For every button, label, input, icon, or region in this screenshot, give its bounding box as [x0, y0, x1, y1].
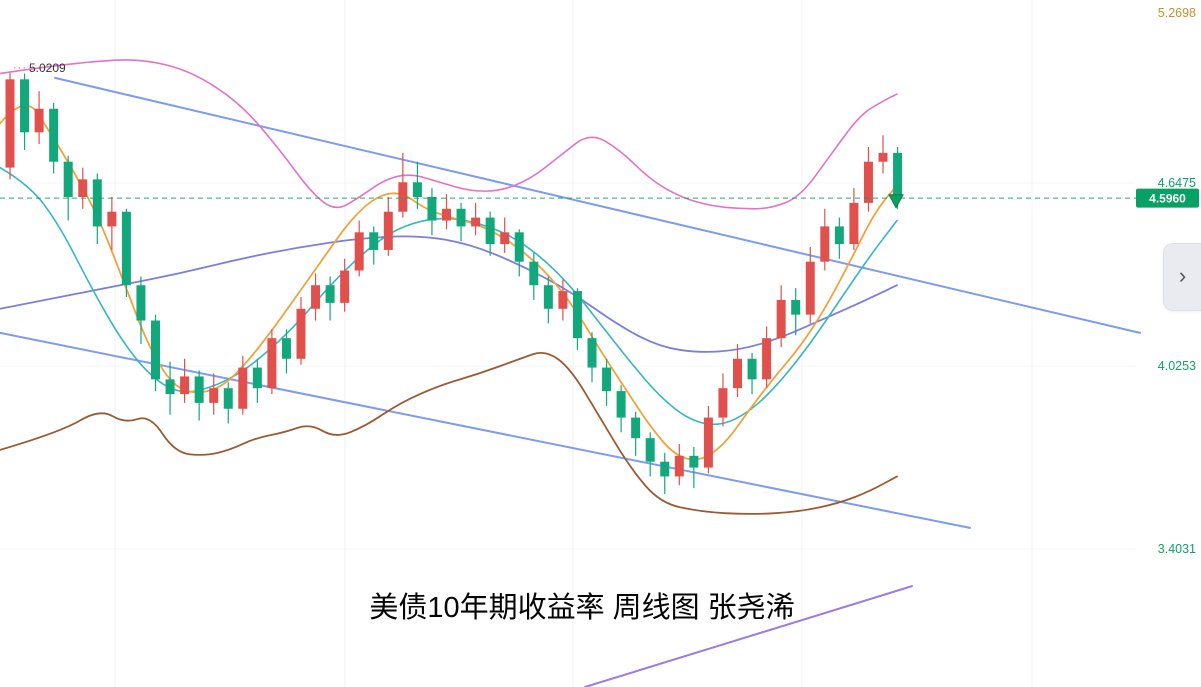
overlay-lower-band [0, 352, 898, 515]
y-axis-label: 4.0253 [1158, 359, 1196, 373]
candle-body-down [456, 208, 466, 227]
candle-body-down [165, 379, 175, 395]
candle-body-down [194, 376, 204, 403]
candle-body-down [325, 285, 335, 303]
trendline-descending-channel-upper [54, 76, 1141, 334]
overlay-slow-ma [0, 235, 898, 353]
candle-body-down [791, 299, 801, 315]
candle-body-up [442, 208, 451, 221]
candle-body-down [63, 161, 73, 197]
marker-dots-icon: ··· [13, 62, 27, 74]
candle-body-up [311, 285, 321, 309]
trendline-descending-channel-lower [0, 331, 971, 529]
candle-body-up [383, 211, 393, 250]
candle-body-down [529, 261, 539, 286]
candle-body-down [616, 391, 626, 418]
candle-body-down [49, 108, 59, 162]
current-price-badge [1136, 188, 1199, 208]
candle-body-down [514, 232, 524, 262]
candle-body-up [5, 79, 15, 168]
candle-body-down [543, 285, 553, 309]
overlay-upper-band [0, 59, 898, 210]
candle-body-down [252, 367, 262, 389]
candle-body-up [209, 388, 219, 403]
y-axis-label: 5.2698 [1158, 6, 1196, 20]
candle-body-up [558, 291, 568, 309]
candle-body-up [107, 211, 117, 227]
candle-body-up [849, 202, 859, 245]
candle-body-down [689, 455, 699, 468]
y-axis-label: 3.4031 [1158, 542, 1196, 556]
candle-body-up [776, 299, 786, 339]
candle-body-down [121, 211, 131, 286]
y-axis-label: 4.6475 [1158, 176, 1196, 190]
candle-body-up [500, 232, 510, 245]
candle-body-down [427, 197, 437, 221]
candle-body-up [78, 179, 88, 197]
overlay-mid-ma [0, 166, 898, 426]
candle-body-down [223, 388, 233, 409]
candle-body-up [733, 358, 742, 389]
candle-body-up [296, 308, 306, 359]
current-candle-marker-icon [888, 194, 904, 209]
candle-body-up [674, 455, 684, 477]
candle-body-down [20, 79, 30, 133]
candle-body-down [572, 291, 582, 339]
candle-body-up [820, 226, 830, 262]
previous-high-marker: ··· 5.0209 [13, 61, 66, 75]
candle-body-down [631, 417, 641, 439]
candle-body-down [136, 285, 146, 321]
current-price-value: 4.5960 [1149, 192, 1186, 206]
trendline-ascending-support [584, 585, 913, 687]
candle-body-up [267, 338, 277, 389]
candle-body-down [587, 338, 597, 368]
candle-body-up [34, 108, 44, 133]
candle-body-down [369, 232, 379, 250]
chevron-right-icon: › [1178, 263, 1187, 288]
candle-body-down [602, 367, 612, 392]
panel-collapse-button[interactable]: › [1163, 243, 1201, 311]
candle-body-down [645, 438, 655, 462]
candle-body-up [878, 152, 888, 162]
candle-body-down [485, 217, 495, 245]
candle-body-up [398, 182, 408, 212]
candle-body-down [660, 461, 670, 477]
candle-body-down [834, 226, 844, 245]
candle-body-up [863, 161, 873, 203]
candle-body-down [281, 338, 291, 359]
candle-body-up [718, 388, 728, 418]
chart-title: 美债10年期收益率 周线图 张尧浠 [369, 592, 795, 624]
candle-body-up [180, 376, 190, 395]
candle-body-up [340, 270, 350, 303]
candle-body-down [412, 182, 422, 197]
candle-body-up [238, 367, 248, 409]
candle-body-up [805, 261, 815, 315]
candle-body-up [471, 217, 481, 227]
candle-body-down [747, 358, 757, 380]
candle-body-up [762, 338, 772, 380]
candle-body-down [151, 320, 160, 380]
candle-body-down [92, 179, 102, 227]
previous-high-value: 5.0209 [29, 61, 66, 75]
candle-body-up [354, 232, 364, 271]
candle-body-up [703, 417, 713, 468]
candle-body-down [893, 152, 903, 199]
